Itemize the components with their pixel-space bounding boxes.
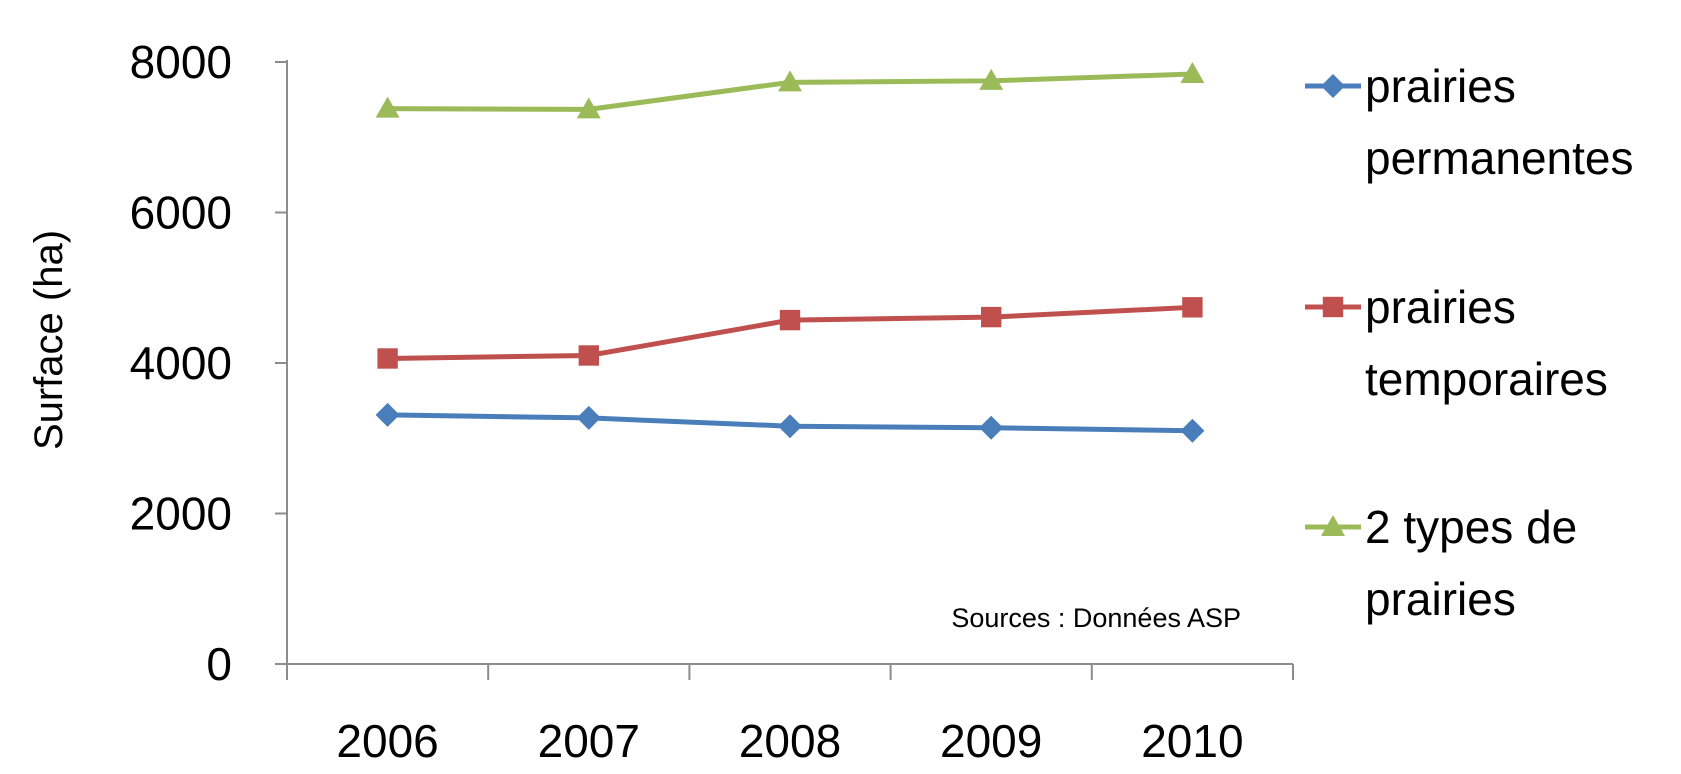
y-tick-label: 4000	[130, 337, 232, 389]
data-point	[1182, 297, 1203, 318]
legend-label: temporaires	[1365, 353, 1608, 405]
x-tick-labels: 2006 2007 2008 2009 2010	[336, 715, 1243, 767]
data-point	[1180, 62, 1205, 84]
data-point	[578, 345, 599, 366]
legend-label: 2 types de	[1365, 501, 1577, 553]
data-point	[375, 402, 400, 427]
y-tick-labels: 0 2000 4000 6000 8000	[130, 36, 232, 690]
x-tick-label: 2010	[1141, 715, 1243, 767]
legend-item: prairies permanentes	[1305, 60, 1634, 184]
data-point	[778, 414, 802, 439]
series-3	[375, 62, 1205, 119]
legend-label: prairies	[1365, 573, 1516, 625]
series-1	[375, 402, 1205, 443]
data-point	[1180, 418, 1205, 443]
y-tick-label: 2000	[130, 488, 232, 540]
x-tick-label: 2008	[739, 715, 841, 767]
data-point	[979, 68, 1004, 90]
legend: prairies permanentes prairies temporaires 2 …	[1305, 60, 1634, 625]
legend-item: prairies temporaires	[1305, 281, 1608, 405]
y-tick-label: 8000	[130, 36, 232, 88]
legend-label: permanentes	[1365, 132, 1634, 184]
data-point	[375, 96, 400, 118]
data-point	[576, 405, 601, 430]
legend-label: prairies	[1365, 281, 1516, 333]
legend-item: 2 types de prairies	[1305, 501, 1577, 625]
series-group	[375, 62, 1205, 443]
legend-label: prairies	[1365, 60, 1516, 112]
y-axis-label: Surface (ha)	[27, 230, 71, 450]
data-point	[576, 97, 601, 119]
x-tick-label: 2009	[940, 715, 1042, 767]
legend-marker	[1322, 296, 1344, 318]
series-2	[377, 297, 1203, 369]
legend-marker	[1321, 74, 1345, 98]
x-tick-label: 2006	[336, 715, 438, 767]
data-point	[779, 309, 801, 331]
data-point	[981, 306, 1002, 328]
source-annotation: Sources : Données ASP	[951, 603, 1241, 633]
axes	[275, 60, 1294, 680]
data-point	[377, 348, 398, 369]
y-tick-label: 6000	[130, 187, 232, 239]
data-point	[778, 70, 802, 92]
y-tick-label: 0	[206, 638, 232, 690]
legend-marker	[1321, 515, 1345, 536]
x-tick-label: 2007	[538, 715, 640, 767]
data-point	[979, 415, 1004, 440]
